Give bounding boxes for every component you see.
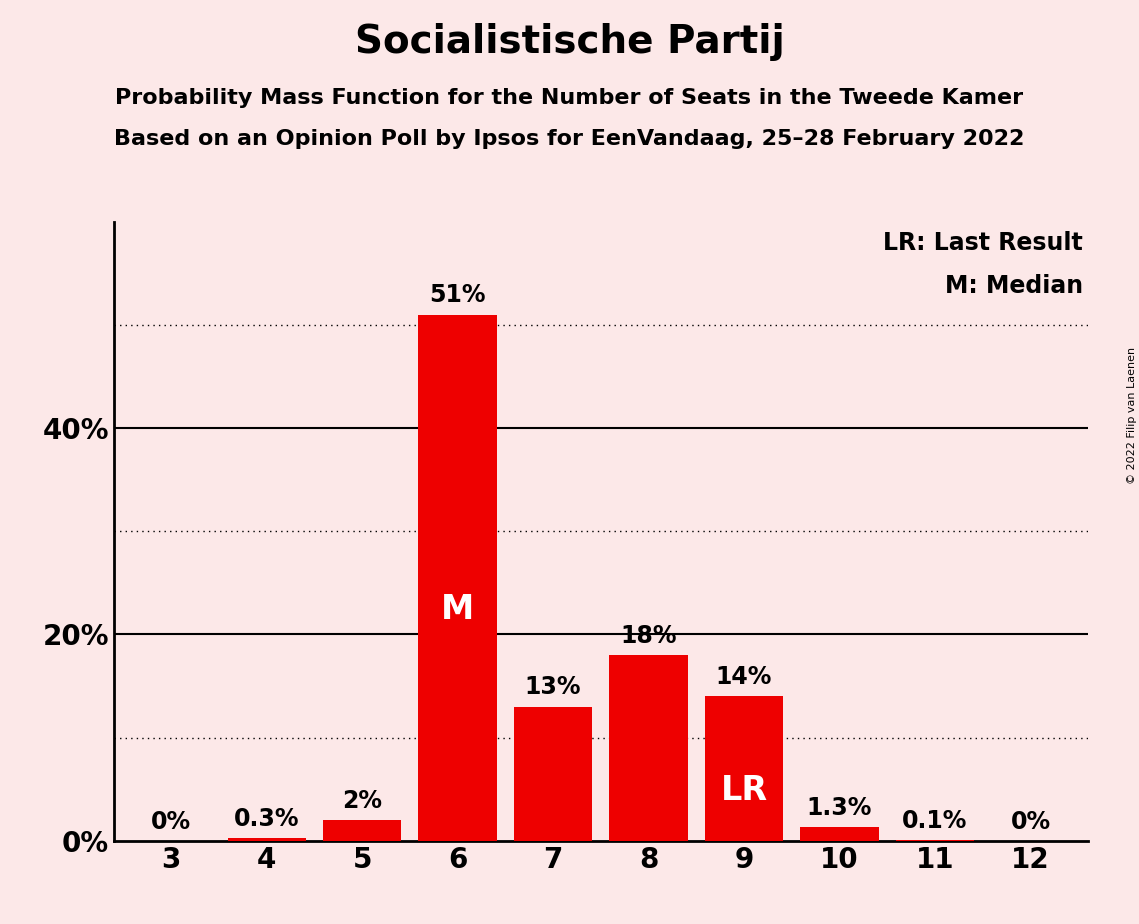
Text: 14%: 14% bbox=[715, 665, 772, 689]
Text: LR: Last Result: LR: Last Result bbox=[883, 231, 1083, 255]
Bar bbox=[896, 840, 974, 841]
Text: 0.3%: 0.3% bbox=[233, 807, 300, 831]
Text: © 2022 Filip van Laenen: © 2022 Filip van Laenen bbox=[1126, 347, 1137, 484]
Bar bbox=[705, 697, 784, 841]
Text: M: Median: M: Median bbox=[944, 274, 1083, 298]
Text: 51%: 51% bbox=[429, 284, 486, 308]
Text: 0%: 0% bbox=[151, 809, 191, 833]
Text: Probability Mass Function for the Number of Seats in the Tweede Kamer: Probability Mass Function for the Number… bbox=[115, 88, 1024, 108]
Text: 0%: 0% bbox=[1010, 809, 1050, 833]
Text: Socialistische Partij: Socialistische Partij bbox=[354, 23, 785, 61]
Text: M: M bbox=[441, 593, 474, 626]
Text: LR: LR bbox=[721, 773, 768, 807]
Text: 18%: 18% bbox=[621, 624, 677, 648]
Text: 13%: 13% bbox=[525, 675, 581, 699]
Bar bbox=[323, 821, 401, 841]
Text: 0.1%: 0.1% bbox=[902, 808, 968, 833]
Text: 1.3%: 1.3% bbox=[806, 796, 872, 821]
Text: 2%: 2% bbox=[342, 789, 383, 813]
Bar bbox=[609, 655, 688, 841]
Bar bbox=[418, 314, 497, 841]
Bar bbox=[514, 707, 592, 841]
Text: Based on an Opinion Poll by Ipsos for EenVandaag, 25–28 February 2022: Based on an Opinion Poll by Ipsos for Ee… bbox=[114, 129, 1025, 150]
Bar bbox=[228, 838, 305, 841]
Bar bbox=[801, 827, 878, 841]
